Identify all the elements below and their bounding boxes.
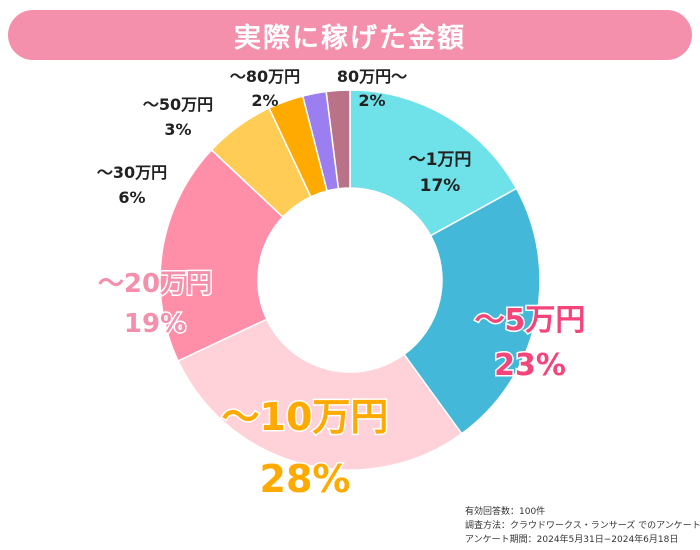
slice-category-label: 〜20万円 bbox=[98, 269, 212, 299]
slice-value-label: 2% bbox=[251, 91, 278, 110]
slice-category-label: 〜80万円 bbox=[230, 67, 300, 86]
survey-period: アンケート期間：2024年5月31日−2024年6月18日 bbox=[465, 535, 679, 545]
slice-value-label: 3% bbox=[164, 120, 191, 139]
slice-category-label: 〜5万円 bbox=[475, 303, 586, 338]
slice-category-label: 〜1万円 bbox=[409, 150, 472, 170]
donut-slice bbox=[177, 318, 463, 471]
slice-category-label: 80万円〜 bbox=[337, 67, 407, 86]
slice-category-label: 〜10万円 bbox=[222, 395, 389, 439]
slice-category-label: 〜30万円 bbox=[97, 163, 167, 182]
slice-value-label: 2% bbox=[358, 91, 385, 110]
slice-value-label: 19% bbox=[124, 309, 186, 339]
slice-category-label: 〜50万円 bbox=[143, 95, 213, 114]
slice-value-label: 6% bbox=[118, 188, 145, 207]
survey-info: 有効回答数：100件 調査方法：クラウドワークス・ランサーズ でのアンケート ア… bbox=[465, 505, 700, 547]
donut-slice bbox=[403, 187, 541, 435]
survey-method: 調査方法：クラウドワークス・ランサーズ でのアンケート bbox=[465, 521, 700, 531]
survey-respondents: 有効回答数：100件 bbox=[465, 507, 546, 517]
donut-slice bbox=[325, 89, 351, 190]
donut-slice bbox=[159, 148, 284, 362]
slice-value-label: 23% bbox=[494, 348, 566, 383]
slice-value-label: 17% bbox=[420, 176, 461, 196]
title-banner: 実際に稼げた金額 bbox=[8, 10, 692, 60]
donut-slice bbox=[349, 89, 518, 237]
slice-value-label: 28% bbox=[260, 457, 351, 501]
chart-title: 実際に稼げた金額 bbox=[234, 22, 466, 54]
